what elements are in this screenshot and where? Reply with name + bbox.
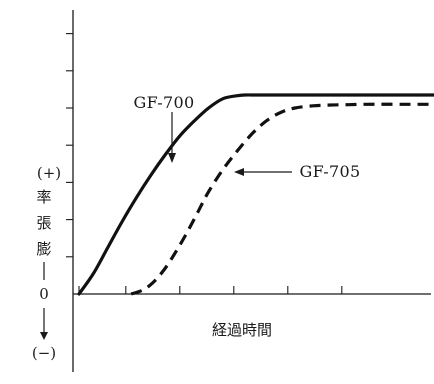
y-axis-label-char: 膨 xyxy=(36,240,51,258)
y-axis-label-char: 率 xyxy=(36,188,51,206)
series-line-gf-700 xyxy=(77,93,434,296)
ticks-layer xyxy=(66,33,343,294)
y-negative-marker: (−) xyxy=(32,344,56,362)
y-positive-marker: (+) xyxy=(37,164,61,182)
y-axis-label-char: 張 xyxy=(36,214,51,232)
axes-layer xyxy=(72,10,431,372)
series-line-gf-705 xyxy=(130,102,434,296)
gf705-arrow-head xyxy=(234,168,244,176)
y-zero-label: 0 xyxy=(39,285,49,303)
gf700-label: GF-700 xyxy=(134,93,195,112)
y-down-arrow-head xyxy=(40,332,48,340)
gf700-arrow-head xyxy=(168,153,176,163)
x-axis-label: 経過時間 xyxy=(212,321,272,339)
gf705-label: GF-705 xyxy=(300,162,361,181)
annotations-layer: GF-700 GF-705 xyxy=(134,93,361,181)
labels-layer: 0 (+) (−) 膨 張 率 経過時間 xyxy=(32,164,272,362)
series-layer xyxy=(77,93,434,296)
